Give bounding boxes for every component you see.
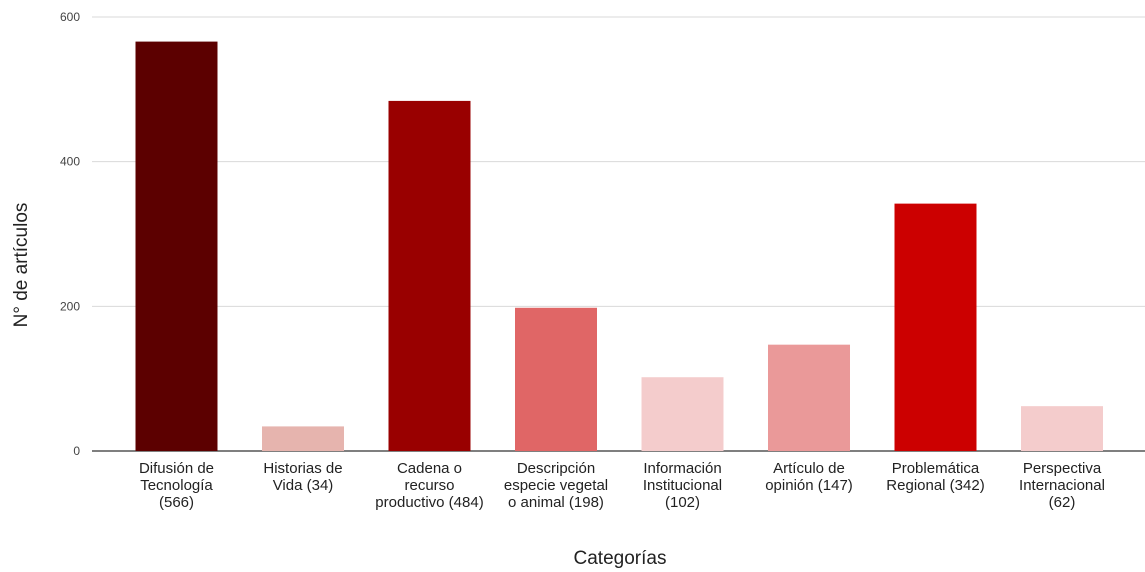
y-tick-label: 200 — [60, 299, 80, 313]
x-category-label: Descripción especie vegetal o animal (198) — [504, 460, 608, 511]
x-category-label-line: (566) — [159, 494, 194, 511]
x-category-label-line: Tecnología — [140, 477, 213, 494]
y-axis-title: N° de artículos — [11, 203, 32, 328]
x-category-label: Problemática Regional (342) — [886, 460, 984, 494]
x-category-label-line: Artículo de — [773, 460, 845, 477]
x-axis-categories: Difusión de Tecnología (566) Historias de Vi… — [139, 460, 1105, 511]
x-category-label-line: Información — [643, 460, 721, 477]
bar — [262, 426, 344, 451]
x-category-label: Perspectiva Internacional (62) — [1019, 460, 1105, 511]
x-category-label-line: opinión (147) — [765, 477, 853, 494]
x-category-label-line: Problemática — [892, 460, 980, 477]
x-category-label: Información Institucional (102) — [643, 460, 722, 511]
x-category-label-line: Institucional — [643, 477, 722, 494]
bar — [641, 377, 724, 451]
x-category-label-line: especie vegetal — [504, 477, 608, 494]
x-category-label-line: Regional (342) — [886, 477, 984, 494]
x-category-label-line: Internacional — [1019, 477, 1105, 494]
bar — [1021, 406, 1103, 451]
bar — [135, 41, 218, 452]
bar — [388, 100, 471, 451]
x-category-label-line: recurso — [404, 477, 454, 494]
x-category-label-line: Cadena o — [397, 460, 462, 477]
bar — [515, 307, 597, 451]
x-category-label-line: Descripción — [517, 460, 595, 477]
x-category-label-line: (62) — [1049, 494, 1076, 511]
x-category-label: Historias de Vida (34) — [263, 460, 342, 494]
x-axis-title: Categorías — [574, 548, 667, 569]
x-category-label-line: Vida (34) — [273, 477, 334, 494]
y-tick-label: 400 — [60, 155, 80, 169]
y-tick-label: 600 — [60, 10, 80, 24]
bar — [894, 203, 977, 451]
x-category-label: Difusión de Tecnología (566) — [139, 460, 214, 511]
x-category-label: Cadena o recurso productivo (484) — [375, 460, 483, 511]
x-category-label-line: Difusión de — [139, 460, 214, 477]
x-category-label-line: (102) — [665, 494, 700, 511]
bar — [768, 344, 850, 451]
y-tick-label: 0 — [73, 444, 80, 458]
x-category-label-line: Perspectiva — [1023, 460, 1102, 477]
bars — [135, 41, 1103, 452]
x-category-label-line: o animal (198) — [508, 494, 604, 511]
x-category-label-line: productivo (484) — [375, 494, 483, 511]
gridlines — [92, 16, 1145, 452]
x-category-label: Artículo de opinión (147) — [765, 460, 853, 494]
x-category-label-line: Historias de — [263, 460, 342, 477]
y-axis-ticks: 0 200 400 600 — [60, 10, 80, 458]
